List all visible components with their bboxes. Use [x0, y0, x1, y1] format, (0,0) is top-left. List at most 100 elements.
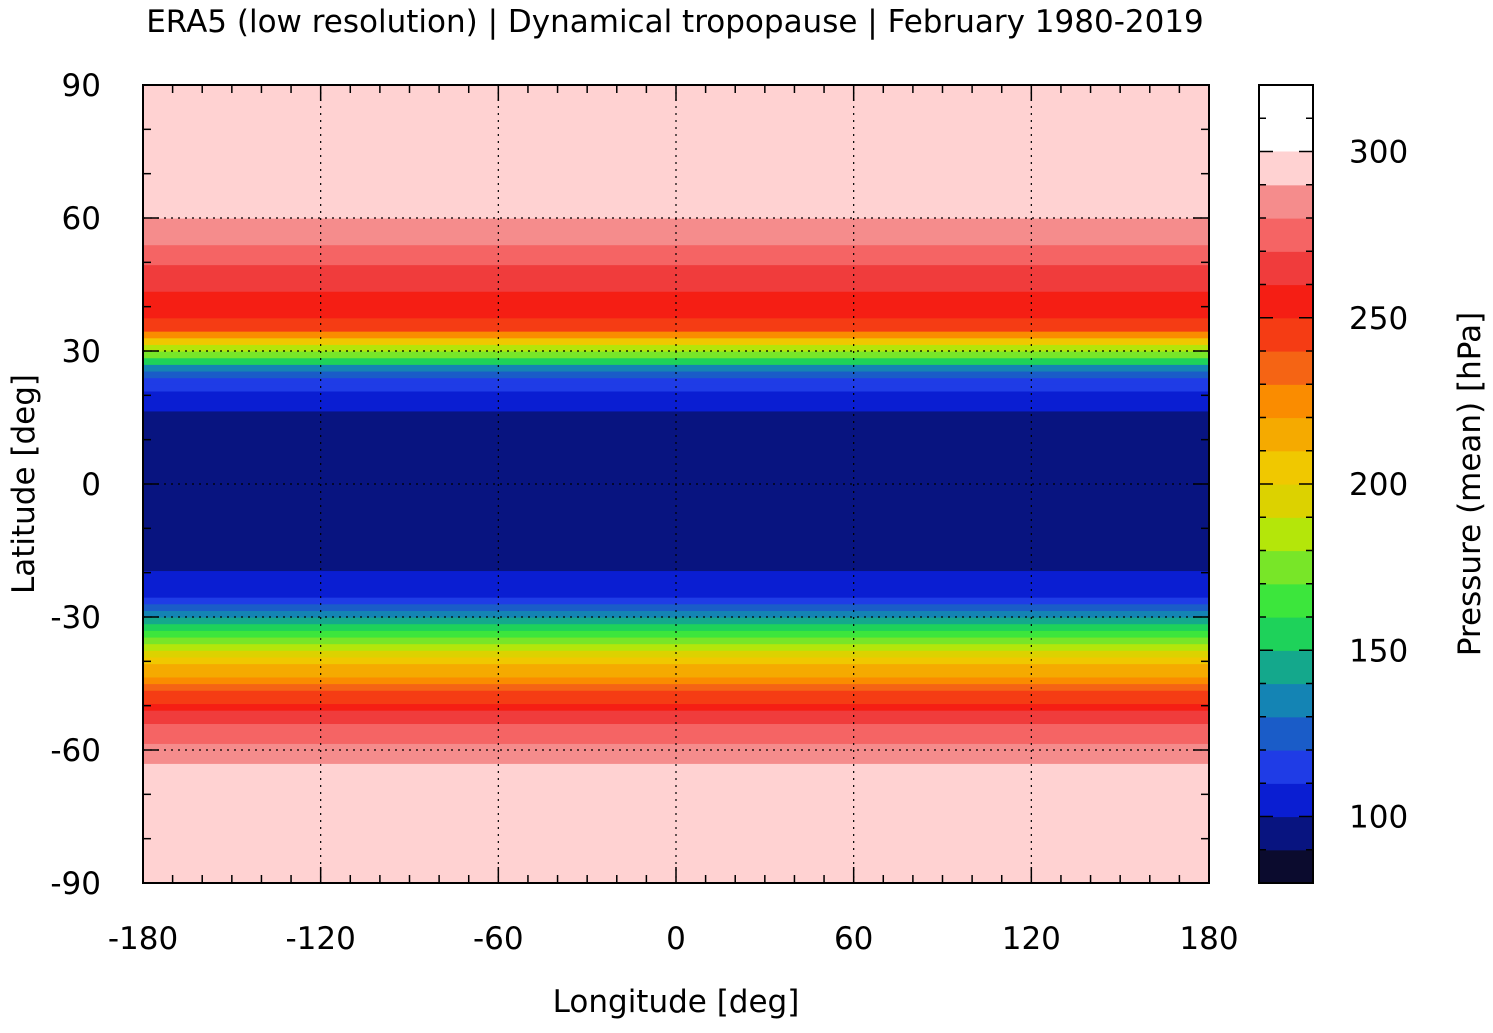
colorbar-label: Pressure (mean) [hPa] — [1452, 312, 1488, 656]
colorbar-tick-label: 200 — [1349, 467, 1408, 503]
heatmap-band — [143, 477, 1209, 485]
heatmap-band — [143, 703, 1209, 711]
colorbar-swatch — [1259, 849, 1313, 884]
y-tick-label: 30 — [62, 334, 101, 370]
heatmap-band — [143, 597, 1209, 605]
heatmap-band — [143, 603, 1209, 611]
colorbar-swatch — [1259, 583, 1313, 618]
heatmap-band — [143, 224, 1209, 232]
heatmap-band — [143, 863, 1209, 871]
heatmap-band — [143, 750, 1209, 758]
colorbar-tick-label: 250 — [1349, 301, 1408, 337]
heatmap-band — [143, 490, 1209, 498]
heatmap-band — [143, 510, 1209, 518]
heatmap-band — [143, 570, 1209, 578]
heatmap-band — [143, 856, 1209, 864]
heatmap-band — [143, 503, 1209, 512]
colorbar-swatch — [1259, 284, 1313, 319]
heatmap-band — [143, 244, 1209, 252]
colorbar-layer: 100 150 200 250 300 — [1258, 84, 1408, 884]
colorbar-swatch — [1259, 251, 1313, 286]
x-tick-label: -60 — [473, 921, 524, 957]
heatmap-band — [143, 769, 1209, 778]
heatmap-band — [143, 337, 1209, 345]
heatmap-band — [143, 590, 1209, 598]
grid-layer — [143, 85, 1209, 883]
colorbar-swatch — [1259, 750, 1313, 784]
heatmap-band — [143, 344, 1209, 352]
heatmap-band — [143, 823, 1209, 831]
heatmap-band — [143, 317, 1209, 325]
heatmap-band — [143, 364, 1209, 372]
colorbar-swatch — [1259, 450, 1313, 485]
heatmap-band — [143, 237, 1209, 246]
heatmap-band — [143, 437, 1209, 445]
heatmap-band — [143, 630, 1209, 638]
colorbar-tick-label: 300 — [1349, 135, 1408, 171]
heatmap-band — [143, 211, 1209, 219]
colorbar-swatch — [1259, 716, 1313, 751]
heatmap-band — [143, 198, 1209, 206]
heatmap-band — [143, 497, 1209, 505]
heatmap-band — [143, 98, 1209, 106]
heatmap-band — [143, 357, 1209, 365]
heatmap-band — [143, 450, 1209, 458]
heatmap-band — [143, 696, 1209, 705]
heatmap-band — [143, 710, 1209, 718]
heatmap-band — [143, 583, 1209, 591]
heatmap-band — [143, 843, 1209, 851]
heatmap-band — [143, 643, 1209, 651]
y-tick-label: 60 — [62, 201, 101, 237]
heatmap-band — [143, 377, 1209, 385]
heatmap-band — [143, 204, 1209, 212]
heatmap-band — [143, 178, 1209, 186]
colorbar-swatch — [1259, 218, 1313, 252]
heatmap-band — [143, 191, 1209, 199]
heatmap-band — [143, 836, 1209, 844]
colorbar-swatch — [1259, 683, 1313, 718]
heatmap-band — [143, 164, 1209, 173]
heatmap-band — [143, 563, 1209, 572]
heatmap-band — [143, 311, 1209, 319]
plot-frame-layer: -180 -120 -60 0 60 120 180 -90 -60 -30 0 30 60 90 — [50, 68, 1238, 957]
y-tick-label: -60 — [50, 733, 101, 769]
heatmap-band — [143, 829, 1209, 838]
heatmap-band — [143, 610, 1209, 618]
colorbar-swatch — [1259, 783, 1313, 818]
heatmap-band — [143, 623, 1209, 631]
x-tick-label: -120 — [285, 921, 355, 957]
heatmap-band — [143, 370, 1209, 379]
colorbar-swatch — [1259, 550, 1313, 585]
y-tick-label: -30 — [50, 600, 101, 636]
heatmap-band — [143, 849, 1209, 857]
x-tick-label: 180 — [1179, 921, 1238, 957]
x-tick-label: 120 — [1002, 921, 1061, 957]
heatmap-band — [143, 444, 1209, 452]
heatmap-band — [143, 470, 1209, 478]
heatmap-band — [143, 218, 1209, 226]
heatmap-band — [143, 776, 1209, 784]
heatmap-band — [143, 743, 1209, 751]
colorbar-tick-label: 150 — [1349, 633, 1408, 669]
heatmap-band — [143, 457, 1209, 465]
colorbar-swatch — [1259, 151, 1313, 186]
colorbar-swatch — [1259, 384, 1313, 419]
x-tick-label: -180 — [108, 921, 178, 957]
heatmap-band — [143, 231, 1209, 239]
heatmap-band — [143, 171, 1209, 179]
heatmap-band — [143, 690, 1209, 698]
heatmap-band — [143, 304, 1209, 312]
heatmap-band — [143, 636, 1209, 645]
heatmap-band — [143, 716, 1209, 724]
heatmap-band — [143, 577, 1209, 585]
colorbar-tick-label: 100 — [1349, 800, 1408, 836]
colorbar-swatch — [1259, 617, 1313, 651]
y-tick-label: -90 — [50, 866, 101, 902]
heatmap-band — [143, 291, 1209, 299]
heatmap-band — [143, 430, 1209, 439]
x-tick-label: 0 — [666, 921, 686, 957]
heatmap-band — [143, 756, 1209, 764]
colorbar-swatch — [1259, 184, 1313, 219]
